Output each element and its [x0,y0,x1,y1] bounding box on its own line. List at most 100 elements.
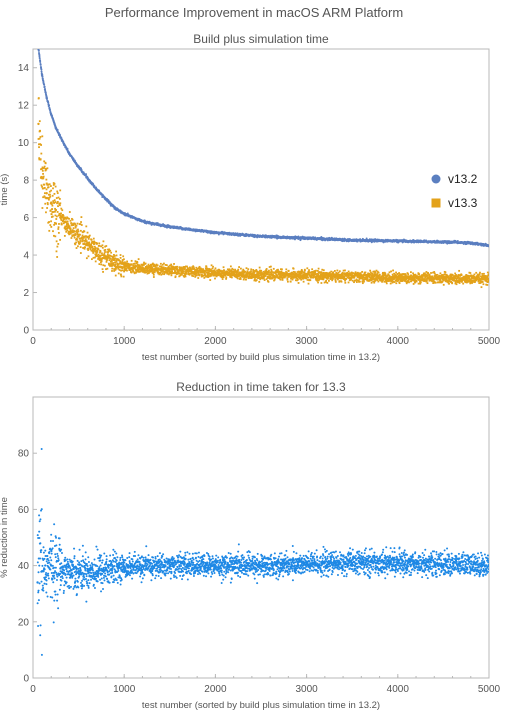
data-point [144,262,147,265]
data-point [86,231,89,234]
data-point [54,235,57,238]
data-point [297,282,300,284]
data-point [96,242,98,245]
data-point [80,216,83,219]
data-point [258,266,261,269]
data-point [102,270,104,273]
data-point [49,185,52,187]
y-tick-label: 6 [23,213,29,224]
data-point [45,211,47,214]
data-point [308,269,310,272]
data-point [84,238,87,241]
data-point [39,129,41,132]
plot-frame [32,48,490,331]
data-point [60,207,63,210]
y-tick-label: 2 [23,288,29,299]
data-point [120,275,123,278]
data-point [170,274,173,277]
data-point [38,57,41,60]
data-point [119,273,122,276]
data-point [229,265,232,268]
data-point [126,269,128,272]
x-tick-label: 3000 [295,336,318,347]
x-tick-label: 2000 [204,336,227,347]
data-point [214,277,216,280]
data-point [104,248,107,251]
data-point [53,223,56,226]
data-point [46,203,49,206]
data-point [87,247,90,250]
data-point [37,49,40,52]
data-point [75,247,78,249]
data-point [184,267,186,269]
data-point [344,269,346,272]
data-point [321,268,324,271]
data-point [114,263,117,266]
data-point [42,177,45,180]
data-point [115,254,118,257]
data-point [171,270,174,273]
data-point [159,272,162,274]
data-point [338,280,341,283]
data-point [328,279,330,282]
data-point [53,192,56,195]
series-v13-3 [37,97,489,289]
data-point [297,278,299,281]
data-point [71,218,74,221]
data-point [322,278,325,281]
data-point [105,245,108,247]
data-point [50,226,53,228]
data-point [80,224,83,226]
data-point [45,178,48,181]
data-point [336,269,339,272]
data-point [109,249,112,252]
data-point [48,104,51,107]
data-point [87,249,90,251]
data-point [62,214,65,217]
data-point [39,158,42,161]
data-point [355,281,358,283]
x-tick-label: 4000 [387,336,410,347]
data-point [103,252,106,255]
data-point [92,251,95,254]
data-point [277,268,279,271]
y-tick-label: 10 [18,138,30,149]
data-point [40,176,43,179]
data-point [50,213,53,216]
data-point [239,278,242,280]
series-v13-2 [37,49,489,248]
data-point [268,269,270,272]
data-point [59,189,62,192]
y-tick-label: 12 [18,101,30,112]
data-point [109,257,112,260]
data-point [384,273,387,276]
data-point [48,183,51,186]
data-point [361,270,364,273]
data-point [68,211,71,213]
data-point [236,232,239,235]
data-point [45,188,48,191]
data-point [37,97,40,99]
data-point [300,278,303,281]
data-point [55,250,58,253]
data-point [57,205,59,208]
data-point [75,241,78,244]
data-point [225,276,228,279]
data-point [347,270,350,273]
chart-title: Build plus simulation time [193,32,329,46]
data-point [49,224,52,226]
data-point [98,263,101,265]
data-point [209,279,212,281]
data-point [98,244,101,247]
data-point [210,268,212,271]
data-point [156,264,159,267]
data-point [260,269,263,272]
data-point [53,199,56,202]
data-point [340,280,343,283]
data-point [182,272,184,275]
data-point [39,136,42,138]
data-point [101,244,104,247]
data-point [56,245,59,248]
y-tick-label: 8 [23,176,29,187]
